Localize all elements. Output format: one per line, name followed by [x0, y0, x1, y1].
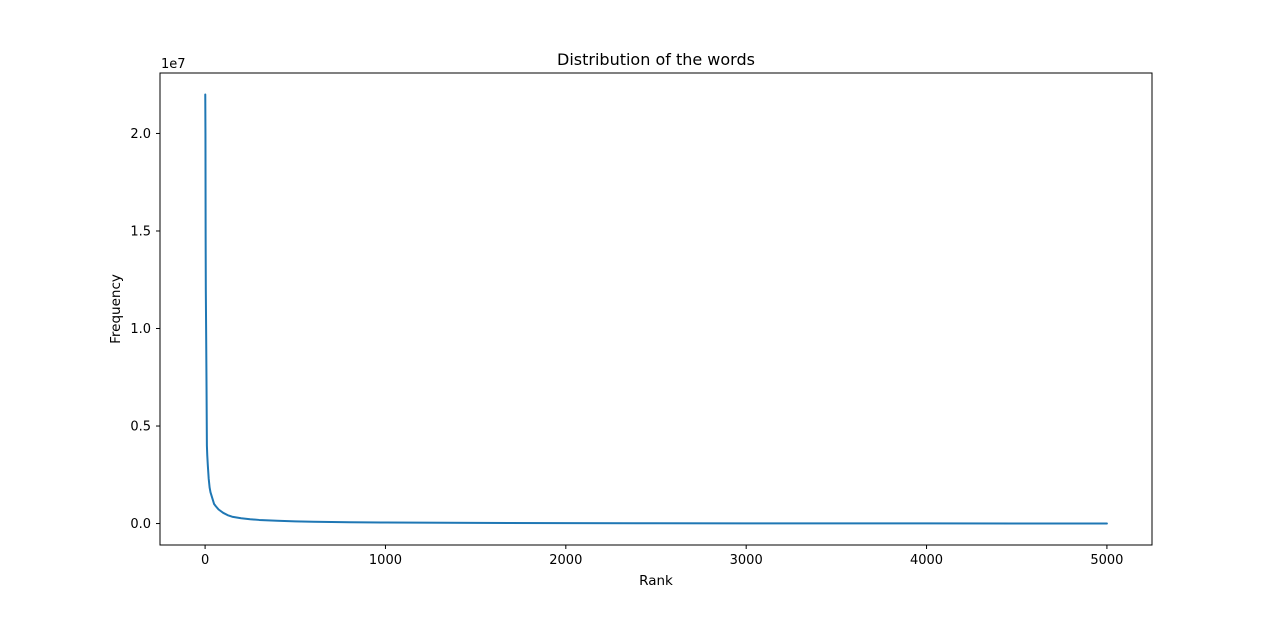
y-axis-offset-label: 1e7 — [161, 57, 186, 72]
frequency-series-line — [204, 93, 1108, 525]
x-tick-label: 3000 — [730, 553, 763, 568]
y-tick-label: 0.0 — [130, 517, 151, 532]
axes-frame — [159, 72, 1153, 546]
x-axis-label: Rank — [639, 573, 673, 589]
y-tick-label: 1.0 — [130, 322, 151, 337]
y-axis: 0.0 0.5 1.0 1.5 2.0 — [130, 127, 160, 532]
plot-area — [204, 93, 1108, 525]
x-tick-label: 2000 — [549, 553, 582, 568]
y-tick-label: 0.5 — [130, 420, 151, 435]
x-tick-label: 5000 — [1090, 553, 1123, 568]
y-axis-label: Frequency — [108, 274, 124, 344]
x-axis: 0 1000 2000 3000 4000 5000 — [201, 545, 1123, 568]
x-tick-label: 0 — [201, 553, 209, 568]
chart-title: Distribution of the words — [557, 50, 755, 69]
x-tick-label: 4000 — [910, 553, 943, 568]
x-tick-label: 1000 — [369, 553, 402, 568]
y-tick-label: 1.5 — [130, 224, 151, 239]
y-tick-label: 2.0 — [130, 127, 151, 142]
